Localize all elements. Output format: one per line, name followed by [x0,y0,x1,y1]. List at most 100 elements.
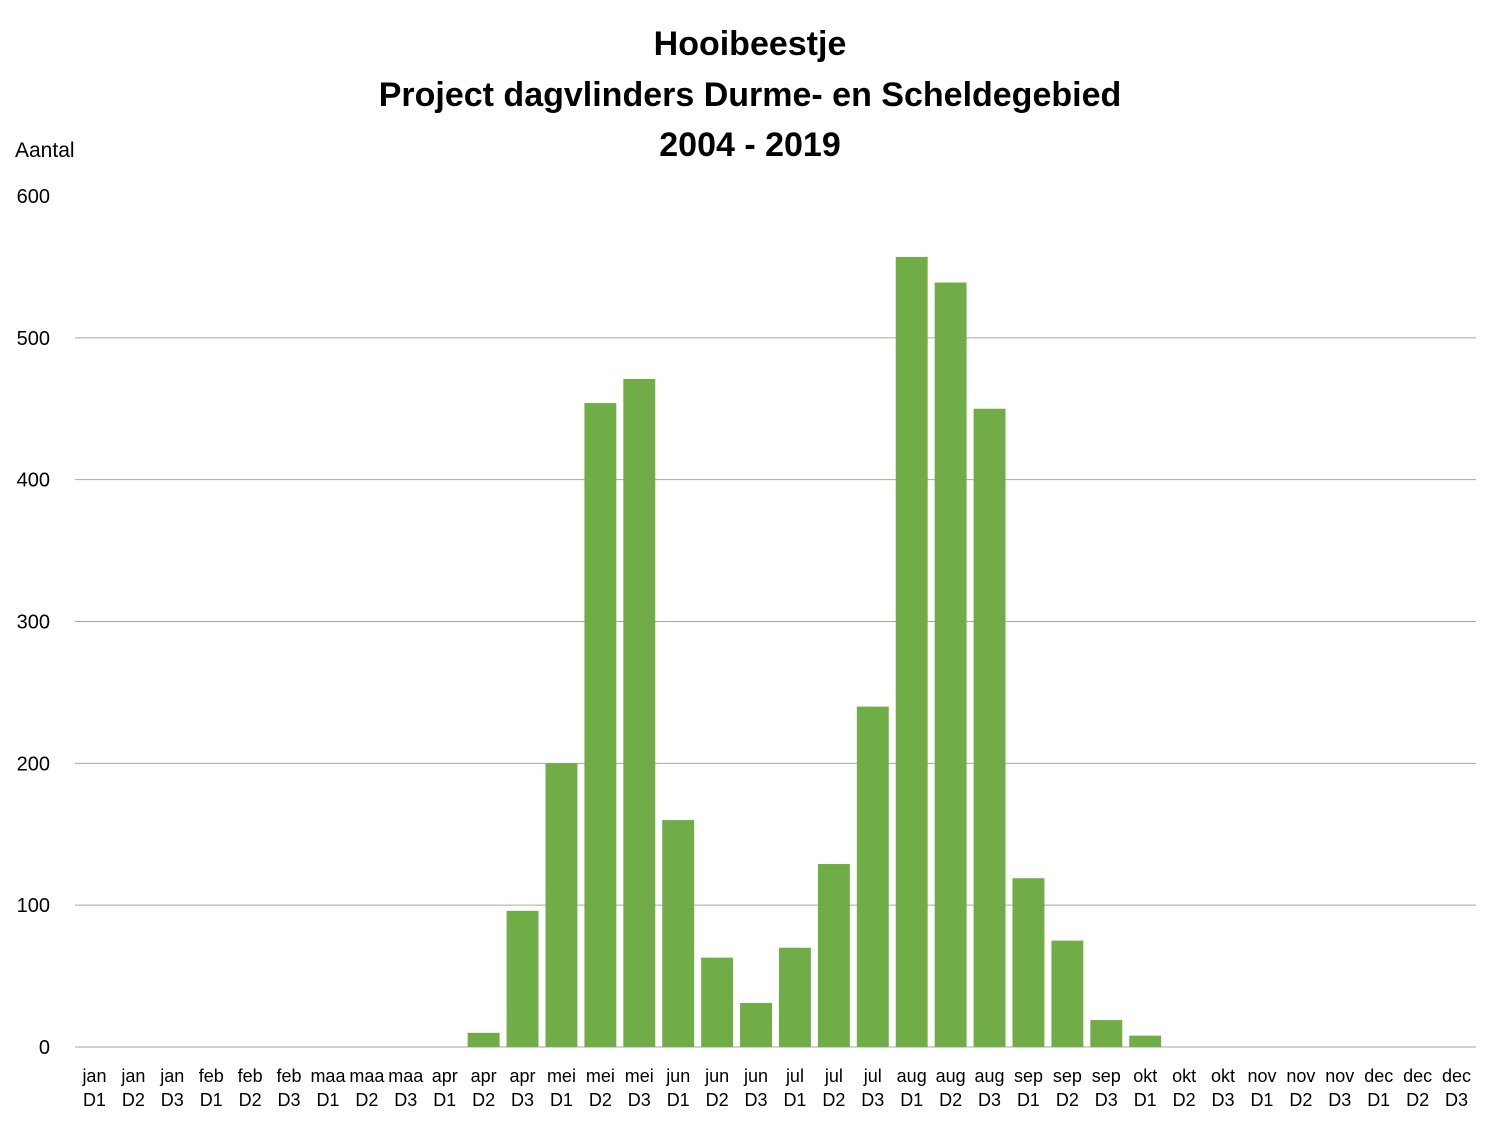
x-tick-label-decade: D2 [1056,1090,1079,1110]
x-tick-label-decade: D1 [667,1090,690,1110]
chart-title-line-1: Hooibeestje [654,25,847,63]
x-tick-label-decade: D3 [394,1090,417,1110]
x-tick-label-decade: D3 [628,1090,651,1110]
x-tick-label-month: okt [1172,1066,1196,1086]
bar [1129,1035,1162,1047]
x-tick-label-decade: D2 [355,1090,378,1110]
x-axis-ticks: jan D1 jan D2 jan D3 feb D1 feb D2 feb D3 maa D1 maa D2… [81,1066,1471,1110]
bar [740,1003,772,1047]
chart-title-line-2: Project dagvlinders Durme- en Scheldegeb… [379,76,1122,114]
bar [856,706,889,1047]
x-tick-label-month: feb [199,1066,224,1086]
x-tick-label-decade: D1 [1367,1090,1390,1110]
x-tick-label-month: apr [471,1066,497,1086]
x-tick-label-month: okt [1211,1066,1235,1086]
x-tick-label-month: feb [238,1066,263,1086]
x-tick-label-decade: D3 [161,1090,184,1110]
x-tick-label-decade: D2 [472,1090,495,1110]
x-tick-label-decade: D3 [1095,1090,1118,1110]
x-tick-label-month: aug [897,1066,927,1086]
x-tick-label-month: jul [785,1066,804,1086]
x-tick-label-month: nov [1286,1066,1315,1086]
x-tick-label-decade: D2 [589,1090,612,1110]
y-tick-label: 200 [17,753,50,775]
x-tick-label-month: jan [81,1066,106,1086]
x-tick-label-month: jan [120,1066,145,1086]
x-tick-label-month: okt [1133,1066,1157,1086]
y-tick-label: 100 [17,895,50,917]
x-tick-label-decade: D2 [122,1090,145,1110]
x-tick-label-month: apr [510,1066,536,1086]
x-tick-label-decade: D3 [1328,1090,1351,1110]
x-tick-label-decade: D2 [706,1090,729,1110]
x-tick-label-decade: D1 [316,1090,339,1110]
x-tick-label-decade: D2 [239,1090,262,1110]
bar [701,957,734,1047]
x-tick-label-decade: D2 [822,1090,845,1110]
x-tick-label-decade: D2 [1173,1090,1196,1110]
x-tick-label-month: maa [349,1066,385,1086]
bar [584,403,617,1048]
x-tick-label-month: dec [1403,1066,1432,1086]
x-tick-label-decade: D1 [1017,1090,1040,1110]
x-tick-label-decade: D1 [550,1090,573,1110]
x-tick-label-month: maa [388,1066,424,1086]
x-tick-label-decade: D3 [745,1090,768,1110]
x-tick-label-decade: D2 [1406,1090,1429,1110]
x-tick-label-decade: D1 [433,1090,456,1110]
bars [467,256,1162,1048]
y-tick-label: 500 [17,328,50,350]
bar [934,282,967,1047]
bar [1012,878,1045,1047]
chart-title-line-3: 2004 - 2019 [659,126,841,164]
x-tick-label-month: jul [824,1066,843,1086]
x-tick-label-month: mei [586,1066,615,1086]
x-tick-label-decade: D3 [511,1090,534,1110]
bar [1051,940,1084,1048]
bar [779,947,811,1047]
x-tick-label-month: apr [432,1066,458,1086]
bar [973,408,1006,1047]
bar [662,820,695,1047]
x-tick-label-decade: D1 [83,1090,106,1110]
y-axis-ticks: 0 100 200 300 400 500 600 [17,186,50,1059]
y-tick-label: 600 [17,186,50,208]
x-tick-label-month: nov [1325,1066,1354,1086]
x-tick-label-month: sep [1053,1066,1082,1086]
x-tick-label-month: sep [1014,1066,1043,1086]
x-tick-label-month: jul [863,1066,882,1086]
x-tick-label-month: sep [1092,1066,1121,1086]
x-tick-label-decade: D3 [861,1090,884,1110]
bar [623,378,656,1048]
x-tick-label-month: jun [665,1066,690,1086]
x-tick-label-month: jun [704,1066,729,1086]
bar [895,256,928,1047]
y-tick-label: 400 [17,470,50,492]
x-tick-label-month: aug [975,1066,1005,1086]
x-tick-label-decade: D1 [1250,1090,1273,1110]
x-tick-label-decade: D1 [783,1090,806,1110]
x-tick-label-month: aug [936,1066,966,1086]
bar [1090,1020,1123,1047]
x-tick-label-month: feb [277,1066,302,1086]
x-tick-label-decade: D3 [978,1090,1001,1110]
x-tick-label-month: dec [1364,1066,1393,1086]
bar [817,864,850,1047]
x-tick-label-decade: D3 [1212,1090,1235,1110]
y-tick-label: 0 [39,1037,50,1059]
x-tick-label-month: dec [1442,1066,1471,1086]
x-tick-label-month: mei [547,1066,576,1086]
x-tick-label-month: jan [159,1066,184,1086]
x-tick-label-decade: D3 [278,1090,301,1110]
x-tick-label-month: jun [743,1066,768,1086]
x-tick-label-month: nov [1247,1066,1276,1086]
y-tick-label: 300 [17,612,50,634]
x-tick-label-decade: D1 [1134,1090,1157,1110]
x-tick-label-month: maa [310,1066,346,1086]
bar [545,763,578,1047]
x-tick-label-month: mei [625,1066,654,1086]
x-tick-label-decade: D1 [900,1090,923,1110]
x-tick-label-decade: D3 [1445,1090,1468,1110]
gridlines [75,337,1476,1048]
